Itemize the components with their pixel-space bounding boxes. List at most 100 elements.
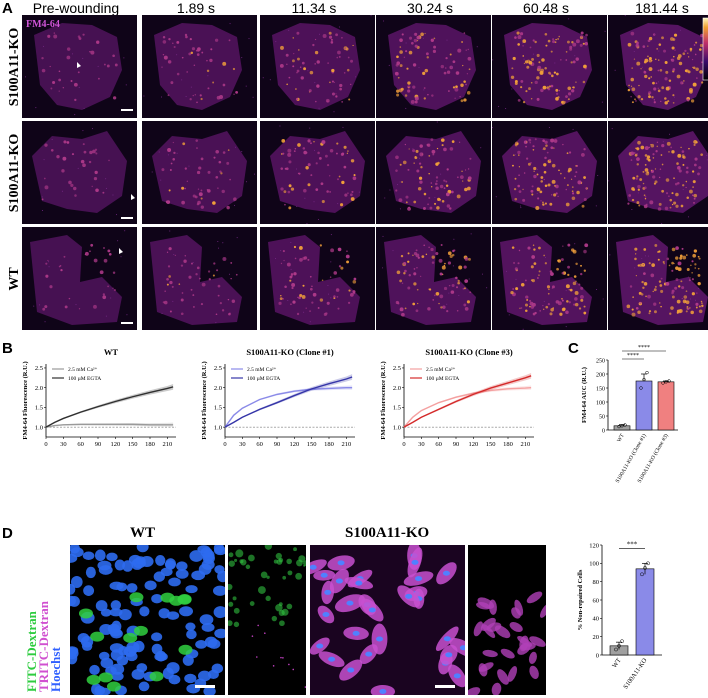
fluor-spot [333,271,338,275]
fluor-spot [549,202,553,206]
fluor-spot [516,31,520,35]
fluor-spot [568,151,572,154]
fluor-spot [198,192,203,197]
fluor-spot [562,143,564,146]
fluor-spot [655,58,657,60]
tritc-speck [257,624,259,627]
background-speck [498,105,500,107]
fluor-spot [531,255,536,259]
fluor-spot [207,170,211,174]
fluor-spot [294,148,297,150]
fluor-spot [530,189,534,193]
fluor-spot [280,295,282,297]
fluor-spot [682,299,687,304]
fluor-spot [326,301,330,305]
series-line [403,386,532,428]
fluor-spot [293,150,296,152]
fluor-spot [687,70,691,74]
background-speck [24,76,26,78]
fluor-spot [675,246,679,250]
y-tick-label: 100 [596,400,605,406]
fluor-spot [49,285,53,289]
fluor-spot [466,73,469,75]
fluor-spot [701,302,703,304]
fluor-spot [544,262,547,265]
fluor-spot [636,157,640,161]
fluor-spot [196,266,200,270]
background-speck [35,107,37,109]
fluor-spot [573,303,576,306]
fluor-spot [656,48,658,50]
background-speck [383,20,385,22]
background-speck [112,194,114,196]
fluor-spot [673,201,677,205]
fluor-spot [346,250,348,253]
fluor-spot [685,180,688,183]
fluor-spot [337,247,342,252]
fluor-spot [563,177,566,179]
fitc-signal [282,575,287,580]
fluor-spot [197,188,200,190]
background-speck [392,250,394,252]
nucleus [110,663,125,675]
fluor-spot [443,264,446,267]
fluor-spot [288,160,292,164]
fluor-spot [659,284,663,287]
fluor-spot [102,295,107,300]
fluor-spot [668,79,672,83]
nucleus [213,585,225,596]
fluor-spot [637,95,641,99]
fluor-spot [671,289,675,293]
fluor-spot [321,140,326,145]
fluor-spot [578,307,582,310]
fluor-spot [658,202,662,206]
fluor-spot [335,152,338,155]
fluor-spot [430,182,433,184]
fluor-spot [686,267,690,271]
background-speck [405,107,407,109]
fitc-signal [232,596,237,601]
fluor-spot [657,258,660,261]
fluor-spot [162,301,165,304]
fluor-spot [671,58,675,62]
micrograph-tile [260,15,375,118]
tritc-cell [507,666,518,682]
fluor-spot [346,68,350,72]
fluor-spot [530,161,532,164]
fluor-spot [198,166,202,170]
fluor-spot [544,67,547,70]
fluor-spot [200,205,205,209]
fluor-spot [454,97,456,99]
fluor-spot [305,166,309,170]
fluor-spot [345,254,350,259]
background-speck [574,243,576,245]
fluor-spot [73,82,78,87]
fluor-spot [300,76,304,80]
fluor-spot [583,64,587,69]
fluor-spot [545,144,548,147]
fluor-spot [675,204,679,208]
fluor-spot [572,86,574,89]
fitc-signal [247,554,255,562]
fluor-spot [416,267,418,269]
fluor-spot [456,176,459,179]
data-point [642,377,646,382]
fluor-spot [296,296,299,299]
tritc-cell [509,622,523,633]
background-speck [290,241,292,243]
fluor-spot [669,206,672,209]
fluor-spot [43,177,46,180]
fluor-spot [415,149,419,153]
tritc-cell [500,648,515,659]
background-speck [229,273,231,275]
fluor-spot [640,68,642,70]
tritc-speck [304,686,306,688]
fluor-spot [531,185,534,188]
fluor-spot [693,249,698,253]
micrograph-tile [608,121,708,224]
x-tick-label: 180 [145,441,155,448]
fluor-spot [290,273,294,276]
nucleus [94,549,106,562]
fluor-spot [456,286,458,289]
fluor-spot [580,286,584,290]
